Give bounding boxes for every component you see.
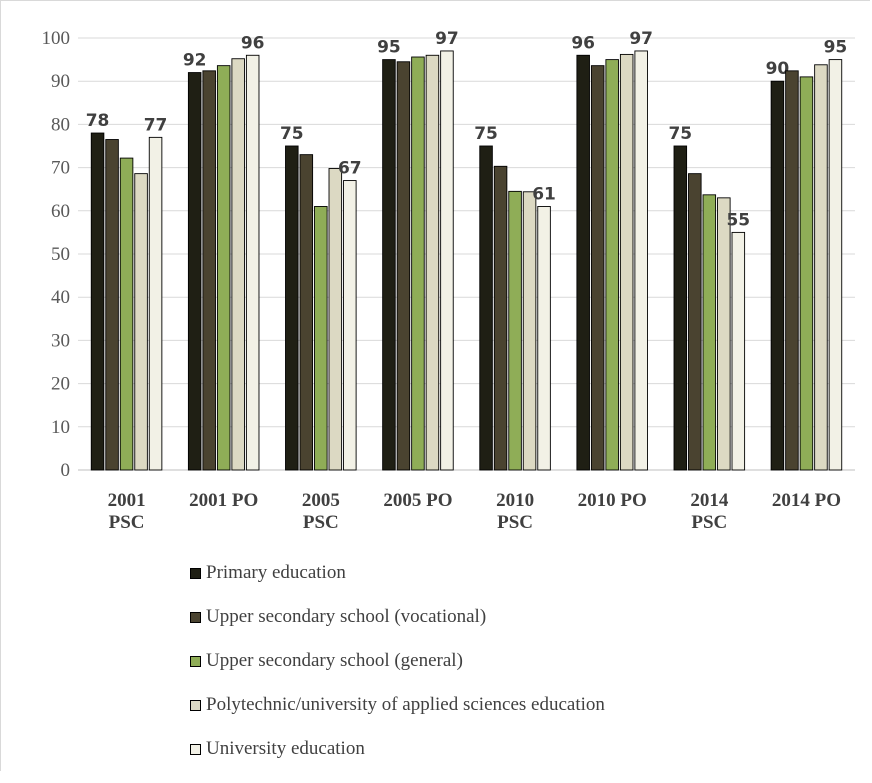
bar	[770, 80, 785, 471]
data-label: 95	[824, 38, 848, 58]
x-tick-label: 2005 PO	[383, 490, 452, 511]
x-tick-label: PSC	[303, 512, 339, 533]
y-tick-label: 80	[51, 114, 70, 135]
data-label: 75	[280, 124, 304, 144]
bar	[245, 54, 260, 471]
bar	[731, 231, 746, 471]
bar	[382, 59, 396, 471]
bar	[105, 139, 119, 471]
y-tick-label: 10	[51, 417, 70, 438]
bar	[299, 154, 314, 471]
legend-swatch	[190, 743, 201, 755]
bar	[440, 50, 454, 471]
x-tick-label: 2010	[496, 490, 534, 511]
legend-item: Upper secondary school (vocational)	[190, 606, 605, 627]
data-label: 90	[766, 59, 790, 79]
bar	[314, 206, 328, 471]
bar	[785, 70, 799, 471]
bar	[717, 197, 731, 471]
data-label: 96	[571, 33, 595, 53]
bar	[231, 58, 245, 471]
legend-swatch	[190, 567, 201, 579]
y-tick-label: 70	[51, 158, 70, 179]
y-tick-label: 0	[61, 460, 71, 481]
bar	[328, 168, 343, 471]
bar	[425, 54, 440, 471]
bar	[576, 54, 590, 471]
y-tick-label: 30	[51, 330, 70, 351]
legend-item: University education	[190, 738, 605, 759]
bar	[148, 136, 163, 471]
bar	[828, 59, 843, 471]
bar	[634, 50, 648, 471]
bar	[702, 194, 717, 471]
x-tick-label: 2014 PO	[772, 490, 841, 511]
y-tick-label: 50	[51, 244, 70, 265]
bar	[493, 165, 508, 471]
legend-swatch	[190, 655, 201, 667]
x-tick-label: PSC	[497, 512, 533, 533]
legend-item: Upper secondary school (general)	[190, 650, 605, 671]
legend-label: Polytechnic/university of applied scienc…	[206, 694, 605, 715]
legend-label: Primary education	[206, 562, 346, 583]
bar	[799, 76, 814, 471]
bar	[396, 61, 411, 471]
y-tick-label: 100	[42, 28, 71, 49]
bar	[590, 65, 605, 471]
data-label: 92	[183, 51, 207, 71]
bar	[508, 190, 522, 471]
data-label: 75	[668, 124, 692, 144]
legend-swatch	[190, 611, 201, 623]
y-tick-label: 40	[51, 287, 70, 308]
data-label: 97	[435, 29, 459, 49]
x-tick-label: 2005	[302, 490, 340, 511]
bar	[605, 59, 619, 471]
data-label: 67	[338, 159, 362, 179]
bar	[216, 65, 231, 471]
legend-item: Polytechnic/university of applied scienc…	[190, 694, 605, 715]
data-label: 96	[241, 33, 265, 53]
data-label: 95	[377, 38, 401, 58]
legend: Primary education Upper secondary school …	[190, 562, 605, 783]
x-tick-label: PSC	[691, 512, 727, 533]
y-tick-label: 60	[51, 201, 70, 222]
x-tick-label: 2014	[690, 490, 729, 511]
x-tick-label: 2010 PO	[578, 490, 647, 511]
data-label: 61	[532, 184, 556, 204]
data-label: 97	[629, 29, 653, 49]
bar	[814, 64, 828, 471]
y-tick-label: 20	[51, 374, 70, 395]
legend-item: Primary education	[190, 562, 605, 583]
bar	[119, 157, 134, 471]
data-label: 55	[726, 210, 750, 230]
bar	[688, 173, 702, 471]
legend-label: Upper secondary school (general)	[206, 650, 463, 671]
bar	[479, 145, 493, 471]
x-tick-label: 2001	[108, 490, 146, 511]
bar	[285, 145, 299, 471]
bar	[411, 56, 425, 471]
x-tick-label: PSC	[109, 512, 145, 533]
bar	[90, 132, 105, 471]
y-tick-label: 90	[51, 71, 70, 92]
data-label: 75	[474, 124, 498, 144]
data-label: 77	[144, 115, 168, 135]
x-tick-label: 2001 PO	[189, 490, 258, 511]
legend-label: University education	[206, 738, 365, 759]
bar	[537, 206, 551, 471]
data-label: 78	[86, 111, 110, 131]
bar	[673, 145, 688, 471]
legend-label: Upper secondary school (vocational)	[206, 606, 487, 627]
bar	[343, 180, 357, 471]
bar	[202, 70, 216, 471]
bar	[522, 191, 537, 471]
bar	[619, 53, 634, 471]
bar	[134, 173, 148, 471]
legend-swatch	[190, 699, 201, 711]
bar	[187, 72, 202, 471]
